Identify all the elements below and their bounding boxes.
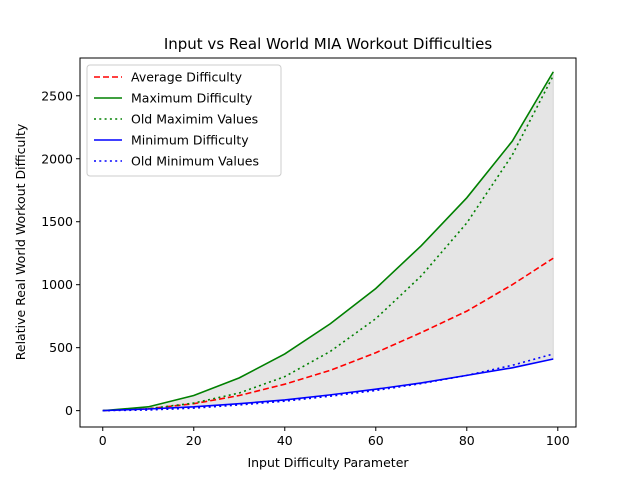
legend: Average Difficulty Maximum Difficulty Old … [86, 64, 282, 177]
series-line-2 [102, 75, 554, 412]
y-tick-label: 500 [49, 340, 73, 355]
legend-label-0: Average Difficulty [131, 70, 243, 85]
plot-frame [79, 57, 577, 428]
series-line-3 [102, 358, 554, 412]
x-axis-label: Input Difficulty Parameter [247, 455, 409, 470]
y-tick-label: 0 [65, 403, 73, 418]
x-tick-label: 0 [99, 433, 107, 448]
legend-box [86, 64, 282, 177]
y-tick-label: 1500 [41, 214, 73, 229]
x-tick-label: 60 [368, 433, 384, 448]
series-line-1 [102, 71, 554, 412]
series-line-4 [102, 353, 554, 412]
legend-label-2: Old Maximim Values [131, 112, 258, 127]
y-tick-label: 2500 [41, 88, 73, 103]
legend-label-3: Minimum Difficulty [131, 133, 249, 148]
y-axis-label: Relative Real World Workout Difficulty [13, 123, 28, 360]
x-tick-label: 100 [546, 433, 570, 448]
y-tick-label: 2000 [41, 151, 73, 166]
chart-title: Input vs Real World MIA Workout Difficul… [164, 35, 493, 53]
legend-label-4: Old Minimum Values [131, 154, 259, 169]
x-tick-label: 20 [186, 433, 202, 448]
x-tick-label: 40 [277, 433, 293, 448]
y-tick-label: 1000 [41, 277, 73, 292]
legend-label-1: Maximum Difficulty [131, 91, 253, 106]
x-tick-label: 80 [459, 433, 475, 448]
